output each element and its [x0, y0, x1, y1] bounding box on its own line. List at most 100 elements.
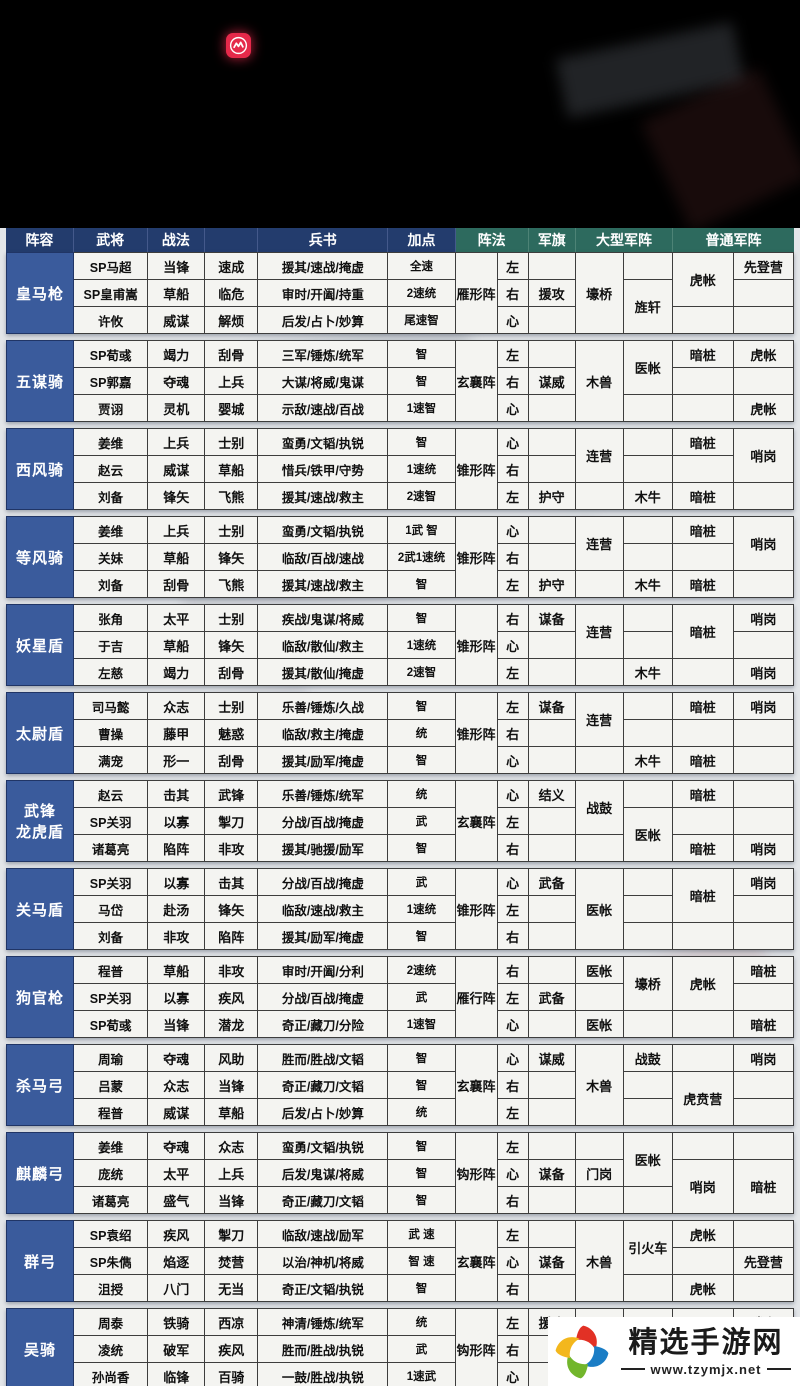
cell-large-structure-2: [622, 631, 673, 659]
col-header: 加点: [387, 228, 456, 252]
cell-large-structure-1: [574, 1132, 624, 1160]
group-label: 妖星盾: [5, 604, 75, 686]
cell-large-structure-2: [622, 719, 673, 747]
cell-normal-structure-2: [732, 482, 795, 510]
cell-stat-points: 武: [387, 868, 456, 896]
cell-formation: 锥形阵: [454, 868, 498, 950]
cell-warbooks: 奇正/藏刀/分险: [257, 1010, 389, 1038]
table-row: 关妹 草船 锋矢 临敌/百战/速战 2武1速统 右: [7, 543, 794, 571]
cell-tactic-1: 草船: [147, 543, 206, 571]
cell-normal-structure-2: [732, 1132, 795, 1160]
cell-general: 张角: [73, 604, 149, 632]
table-row: 皇马枪 SP马超 当锋 速成 援其/速战/掩虚 全速 雁形阵左 壕桥 虎帐 先登营: [5, 252, 795, 334]
cell-normal-structure-2: 哨岗: [732, 516, 795, 571]
cell-large-structure-1: [574, 834, 624, 862]
cell-army-flag: [527, 719, 576, 747]
cell-stat-points: 武: [387, 1335, 456, 1363]
cell-tactic-2: 草船: [204, 1098, 259, 1126]
col-header: 战法: [147, 228, 205, 252]
cell-army-flag: [527, 631, 576, 659]
cell-large-structure-2: 医帐: [622, 340, 673, 395]
cell-tactic-2: 士别: [204, 604, 259, 632]
cell-general: 程普: [73, 1098, 149, 1126]
cell-army-flag: 护守: [527, 570, 576, 598]
cell-normal-structure-2: 哨岗: [732, 428, 795, 483]
cell-flag-position: 右: [496, 279, 529, 307]
cell-normal-structure-1: [671, 1247, 734, 1275]
cell-stat-points: 1速统: [387, 895, 456, 923]
cell-normal-structure-2: 哨岗: [732, 868, 795, 896]
cell-formation: 玄襄阵: [454, 1044, 498, 1126]
lineup-group: 五谋骑 SP荀彧 竭力 刮骨 三军/锤炼/统军智玄襄阵左木兽 医帐 暗桩 虎帐 SP郭嘉 夺魂 上兵…: [5, 340, 795, 422]
cell-normal-structure-2: [732, 1098, 795, 1126]
cell-warbooks: 援其/速战/救主: [257, 482, 389, 510]
cell-stat-points: 1速智: [387, 1010, 456, 1038]
cell-flag-position: 左: [496, 895, 529, 923]
cell-formation: 锥形阵: [454, 604, 498, 686]
cell-large-structure-2: 战鼓: [622, 1044, 673, 1072]
cell-normal-structure-2: [732, 719, 795, 747]
cell-flag-position: 左: [496, 807, 529, 835]
cell-normal-structure-1: 虎帐: [671, 1220, 734, 1248]
cell-stat-points: 武: [387, 983, 456, 1011]
lineup-group: 太尉盾 司马懿 众志 士别 乐善/锤炼/久战智锥形阵左谋备 连营 暗桩 哨岗 曹操 藤甲 魅惑 临敌/…: [5, 692, 795, 774]
cell-flag-position: 心: [496, 868, 529, 896]
cell-army-flag: [527, 956, 576, 984]
site-logo-icon: [555, 1325, 609, 1378]
cell-normal-structure-1: 虎帐: [671, 252, 734, 307]
cell-stat-points: 1速智: [387, 394, 456, 422]
cell-stat-points: 智: [387, 428, 456, 456]
table-row: 刘备 刮骨 飞熊 援其/速战/救主智 左护守 木牛 暗桩: [7, 570, 795, 598]
cell-flag-position: 左: [496, 482, 529, 510]
group-label: 西风骑: [5, 428, 75, 510]
cell-general: SP关羽: [73, 868, 149, 896]
cell-tactic-1: 草船: [147, 956, 206, 984]
cell-army-flag: 谋备: [527, 1159, 576, 1187]
cell-general: SP关羽: [73, 983, 149, 1011]
cell-normal-structure-1: 暗桩: [671, 570, 734, 598]
cell-army-flag: 谋威: [527, 1044, 576, 1072]
cell-army-flag: [527, 1098, 576, 1126]
cell-large-structure-1: 连营: [574, 604, 624, 659]
cell-formation: 雁形阵: [454, 252, 498, 334]
cell-stat-points: 2速智: [387, 658, 456, 686]
cell-large-structure-1: [574, 746, 624, 774]
col-header: 阵法: [455, 228, 529, 252]
cell-normal-structure-2: [732, 922, 795, 950]
cell-normal-structure-2: 先登营: [732, 252, 795, 280]
cell-large-structure-2: 医帐: [622, 1132, 673, 1187]
divider: [621, 1368, 646, 1370]
cell-stat-points: 统: [387, 1098, 456, 1126]
cell-tactic-2: 飞熊: [204, 482, 259, 510]
cell-large-structure-1: 医帐: [574, 868, 624, 950]
cell-tactic-1: 以寡: [147, 983, 206, 1011]
cell-normal-structure-1: 哨岗: [671, 1159, 734, 1214]
lineup-group: 等风骑 姜维 上兵 士别 蛮勇/文韬/执锐 1武 智锥形阵心连营 暗桩 哨岗 关妹 草船 锋矢 临敌/…: [5, 516, 795, 598]
cell-general: SP荀彧: [73, 1010, 149, 1038]
lineup-group: 麒麟弓 姜维 夺魂 众志 蛮勇/文韬/执锐智钩形阵左医帐 庞统 太平 上兵 后发/鬼谋/将威智心…: [5, 1132, 795, 1214]
cell-army-flag: 武备: [527, 983, 576, 1011]
cell-stat-points: 智: [387, 604, 456, 632]
cell-large-structure-2: [622, 895, 673, 923]
cell-warbooks: 后发/鬼谋/将威: [257, 1159, 389, 1187]
cell-normal-structure-1: 暗桩: [671, 516, 734, 544]
cell-large-structure-2: [622, 1010, 673, 1038]
cell-tactic-1: 竭力: [147, 658, 206, 686]
cell-tactic-1: 焰逐: [147, 1247, 206, 1275]
cell-stat-points: 2速统: [387, 279, 456, 307]
cell-warbooks: 蛮勇/文韬/执锐: [257, 428, 389, 456]
table-row: SP皇甫嵩 草船 临危 审时/开阖/持重 2速统 右援攻 旌轩: [7, 279, 795, 334]
cell-general: 贾诩: [73, 394, 149, 422]
table-row: 麒麟弓 姜维 夺魂 众志 蛮勇/文韬/执锐智钩形阵左 医帐: [5, 1132, 795, 1214]
cell-army-flag: 援攻: [527, 279, 576, 307]
cell-general: 沮授: [73, 1274, 149, 1302]
cell-normal-structure-1: [671, 367, 734, 395]
cell-large-structure-2: 壕桥: [622, 956, 673, 1011]
cell-army-flag: 结义: [527, 780, 576, 808]
cell-tactic-2: 刮骨: [204, 658, 259, 686]
cell-normal-structure-1: 暗桩: [671, 780, 734, 808]
col-header: 军旗: [528, 228, 576, 252]
cell-general: 周瑜: [73, 1044, 149, 1072]
cell-tactic-2: 陷阵: [204, 922, 259, 950]
table-row: 太尉盾 司马懿 众志 士别 乐善/锤炼/久战智锥形阵左谋备 连营 暗桩 哨岗: [5, 692, 795, 774]
